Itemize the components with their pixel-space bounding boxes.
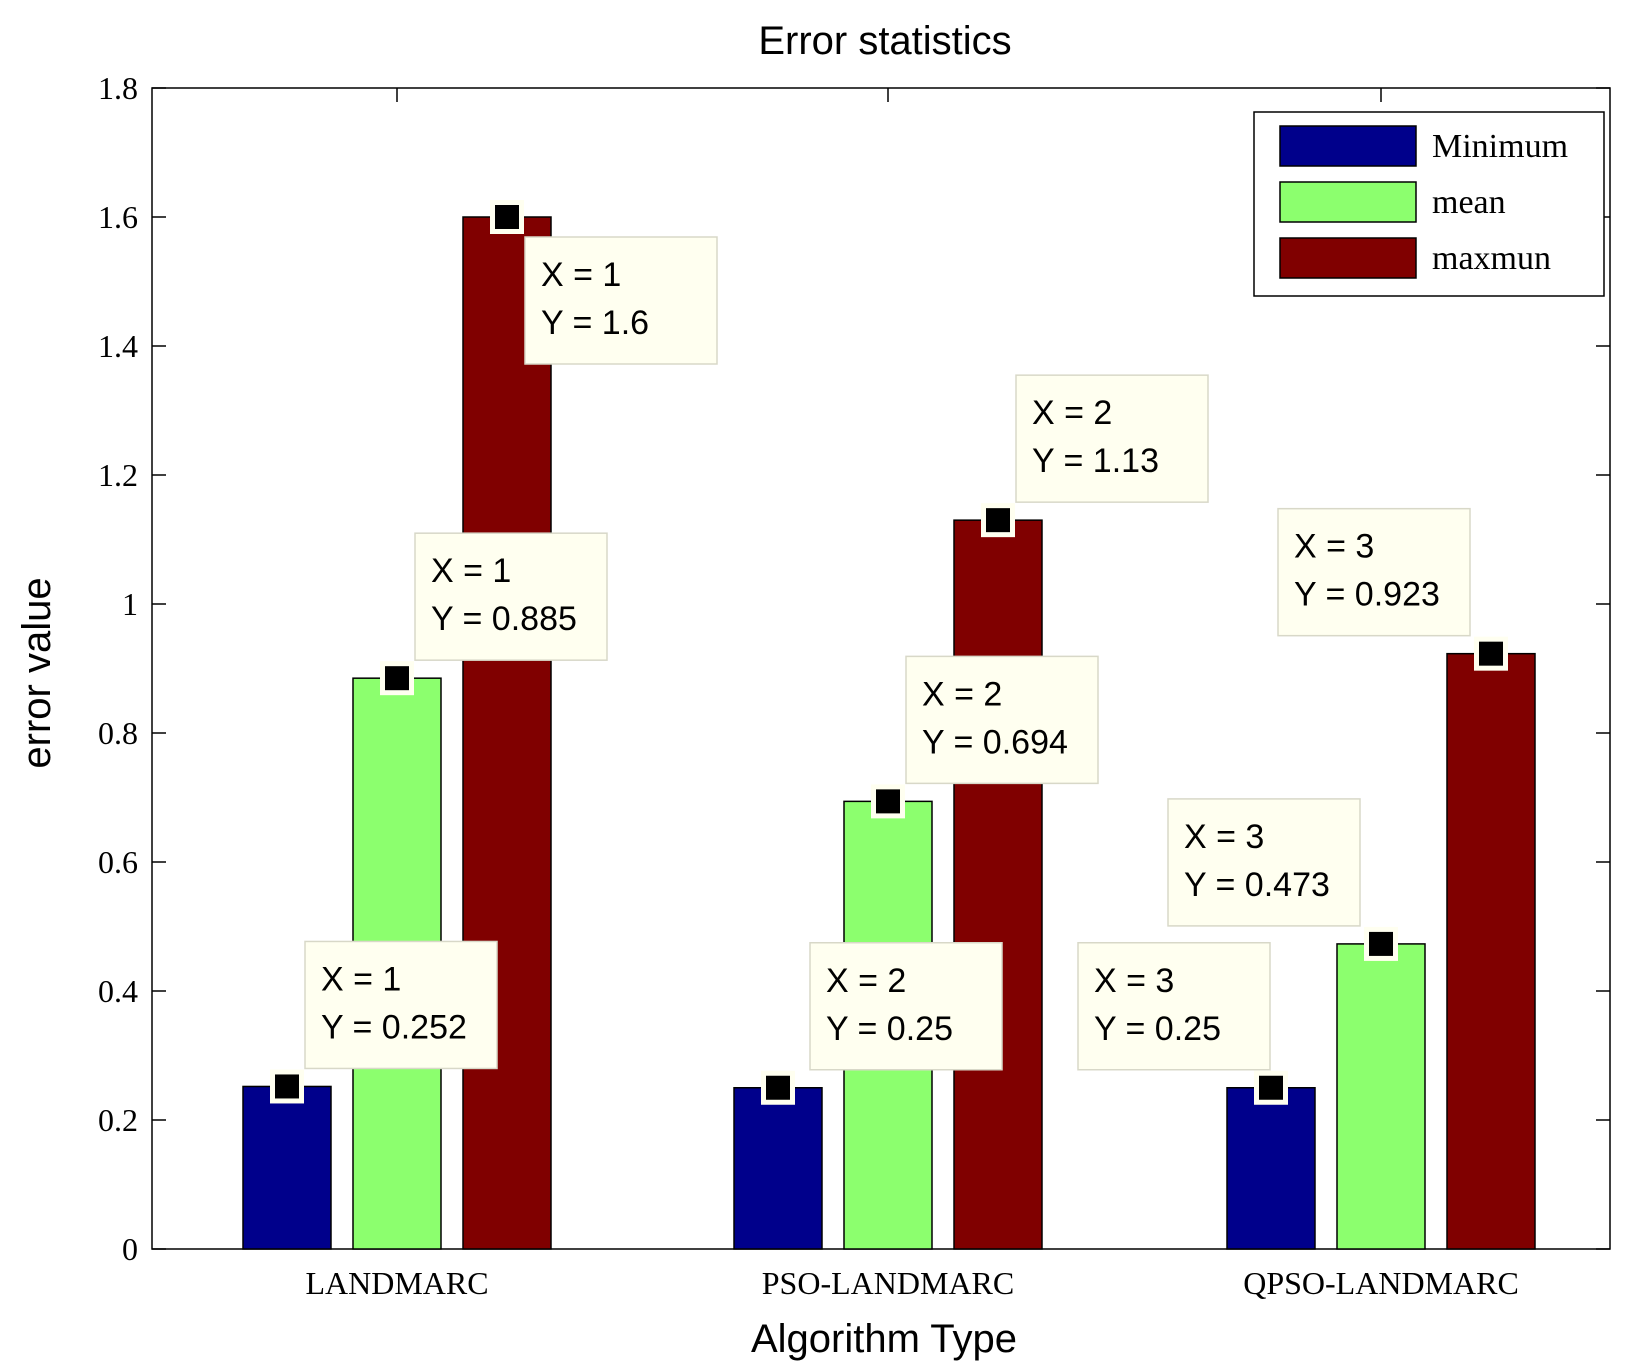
datatip-box bbox=[524, 236, 718, 365]
bar-maxmun-1 bbox=[462, 216, 552, 1250]
bar-minimum-3 bbox=[1226, 1087, 1316, 1250]
bar-minimum-2 bbox=[733, 1087, 823, 1250]
datatip-box bbox=[304, 940, 498, 1070]
bar-maxmun-3 bbox=[1446, 652, 1536, 1250]
y-tick-label: 1.2 bbox=[98, 457, 138, 493]
datatip: X = 1 Y = 0.885 bbox=[380, 532, 608, 696]
datatip-x-text: X = 1 bbox=[431, 552, 511, 590]
datatip-x-text: X = 1 bbox=[321, 960, 401, 998]
x-tick-label: QPSO-LANDMARC bbox=[1243, 1265, 1519, 1301]
y-tick-label: 1.8 bbox=[98, 70, 138, 106]
datatip-y-text: Y = 0.252 bbox=[321, 1008, 467, 1046]
y-tick-label: 0.6 bbox=[98, 844, 138, 880]
datatip-y-text: Y = 0.923 bbox=[1294, 576, 1440, 614]
datatip: X = 2 Y = 1.13 bbox=[981, 374, 1209, 538]
datatip-x-text: X = 3 bbox=[1094, 962, 1174, 1000]
x-axis-label: Algorithm Type bbox=[751, 1317, 1017, 1361]
y-tick-label: 0.8 bbox=[98, 715, 138, 751]
datatip: X = 1 Y = 0.252 bbox=[270, 940, 498, 1104]
datatip-box bbox=[905, 655, 1099, 785]
datatip-marker bbox=[1479, 641, 1503, 666]
y-axis-label: error value bbox=[15, 577, 59, 768]
datatip-box bbox=[1077, 942, 1271, 1071]
y-tick-label: 0.2 bbox=[98, 1102, 138, 1138]
legend-swatch-minimum bbox=[1279, 125, 1417, 167]
datatip-x-text: X = 2 bbox=[826, 962, 906, 1000]
datatip-x-text: X = 3 bbox=[1184, 818, 1264, 856]
datatip-marker bbox=[986, 508, 1010, 533]
datatips: X = 1 Y = 0.252 X = 1 Y = 0.885 X = 1 Y = 1.6… bbox=[270, 200, 1508, 1105]
datatip-marker bbox=[495, 205, 519, 229]
legend: Minimum mean maxmun bbox=[1253, 111, 1605, 297]
datatip: X = 3 Y = 0.473 bbox=[1167, 798, 1398, 961]
datatip-marker bbox=[1259, 1075, 1283, 1100]
legend-label-mean: mean bbox=[1432, 184, 1506, 221]
y-tick-label: 1.4 bbox=[98, 328, 138, 364]
x-tick-label: LANDMARC bbox=[305, 1265, 488, 1301]
bar-maxmun-2 bbox=[953, 519, 1043, 1250]
chart-title: Error statistics bbox=[758, 19, 1011, 63]
legend-label-minimum: Minimum bbox=[1432, 128, 1568, 165]
datatip-box bbox=[1277, 507, 1471, 637]
datatip-box bbox=[414, 532, 608, 661]
datatip-y-text: Y = 0.25 bbox=[826, 1010, 953, 1048]
datatip-x-text: X = 1 bbox=[541, 256, 621, 294]
datatip: X = 2 Y = 0.25 bbox=[761, 942, 1003, 1105]
datatip-y-text: Y = 0.473 bbox=[1184, 866, 1330, 904]
datatip-x-text: X = 2 bbox=[922, 675, 1002, 713]
datatip-marker bbox=[876, 789, 900, 814]
datatip-box bbox=[1015, 374, 1209, 503]
datatip: X = 2 Y = 0.694 bbox=[871, 655, 1099, 819]
datatip-y-text: Y = 0.885 bbox=[431, 600, 577, 638]
y-tick-label: 0.4 bbox=[98, 973, 138, 1009]
datatip-x-text: X = 3 bbox=[1294, 528, 1374, 566]
datatip: X = 3 Y = 0.25 bbox=[1077, 942, 1288, 1105]
legend-swatch-maxmun bbox=[1279, 237, 1417, 279]
datatip-marker bbox=[385, 666, 409, 691]
y-tick-label: 1 bbox=[122, 586, 138, 622]
datatip-box bbox=[809, 942, 1003, 1071]
legend-label-maxmun: maxmun bbox=[1432, 240, 1551, 277]
datatip-marker bbox=[766, 1075, 790, 1100]
legend-swatch-mean bbox=[1279, 181, 1417, 223]
y-tick-label: 1.6 bbox=[98, 199, 138, 235]
datatip-y-text: Y = 0.694 bbox=[922, 723, 1068, 761]
x-tick-label: PSO-LANDMARC bbox=[762, 1265, 1014, 1301]
datatip-marker bbox=[1369, 931, 1393, 956]
datatip-y-text: Y = 0.25 bbox=[1094, 1010, 1221, 1048]
datatip: X = 1 Y = 1.6 bbox=[490, 200, 718, 365]
datatip-y-text: Y = 1.6 bbox=[541, 304, 649, 342]
datatip: X = 3 Y = 0.923 bbox=[1277, 507, 1508, 671]
bar-mean-3 bbox=[1336, 943, 1426, 1250]
datatip-y-text: Y = 1.13 bbox=[1032, 442, 1159, 480]
bar-minimum-1 bbox=[242, 1085, 332, 1250]
datatip-box bbox=[1167, 798, 1361, 927]
datatip-x-text: X = 2 bbox=[1032, 394, 1112, 432]
datatip-marker bbox=[275, 1074, 299, 1099]
y-tick-label: 0 bbox=[122, 1231, 138, 1267]
bars bbox=[242, 216, 1536, 1250]
axis-ticks: 0 0.2 0.4 0.6 0.8 1 1.2 1.4 1.6 1.8 LANDMARC PSO-LA… bbox=[98, 70, 1610, 1301]
